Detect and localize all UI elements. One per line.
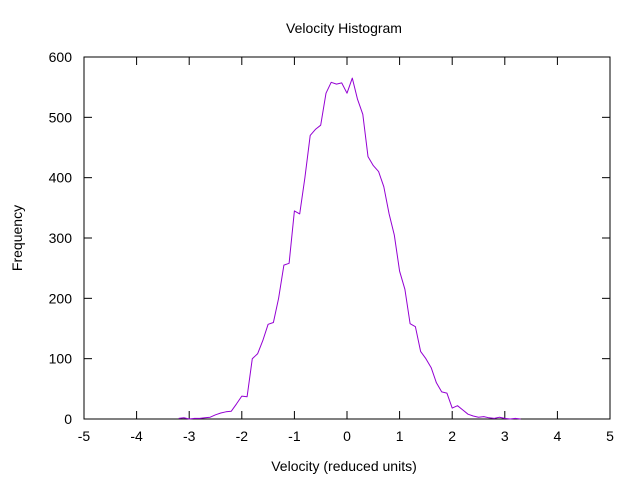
y-tick-label: 300 bbox=[49, 230, 73, 246]
y-tick-label: 400 bbox=[49, 170, 73, 186]
y-axis-label: Frequency bbox=[9, 205, 25, 271]
x-tick-label: 2 bbox=[448, 428, 456, 444]
y-tick-label: 100 bbox=[49, 351, 73, 367]
x-tick-label: -5 bbox=[78, 428, 91, 444]
x-axis: -5 -4 -3 -2 -1 0 1 2 3 4 5 bbox=[78, 57, 614, 444]
x-tick-label: -1 bbox=[288, 428, 301, 444]
series-layer bbox=[178, 77, 521, 420]
x-tick-label: -3 bbox=[183, 428, 196, 444]
y-tick-label: 0 bbox=[64, 411, 72, 427]
y-tick-label: 500 bbox=[49, 109, 73, 125]
x-tick-label: 3 bbox=[501, 428, 509, 444]
plot-frame bbox=[83, 56, 611, 420]
x-tick-label: 4 bbox=[554, 428, 562, 444]
y-tick-label: 600 bbox=[49, 49, 73, 65]
x-tick-label: 5 bbox=[606, 428, 614, 444]
plot-border bbox=[83, 56, 611, 420]
x-axis-label: Velocity (reduced units) bbox=[271, 458, 417, 474]
x-tick-label: -4 bbox=[130, 428, 143, 444]
x-tick-label: 0 bbox=[343, 428, 351, 444]
x-tick-label: -2 bbox=[236, 428, 249, 444]
chart-title: Velocity Histogram bbox=[286, 20, 402, 36]
x-tick-label: 1 bbox=[396, 428, 404, 444]
y-axis: 0 100 200 300 400 500 600 bbox=[49, 49, 610, 427]
y-tick-label: 200 bbox=[49, 290, 73, 306]
series-line-1 bbox=[178, 77, 521, 420]
